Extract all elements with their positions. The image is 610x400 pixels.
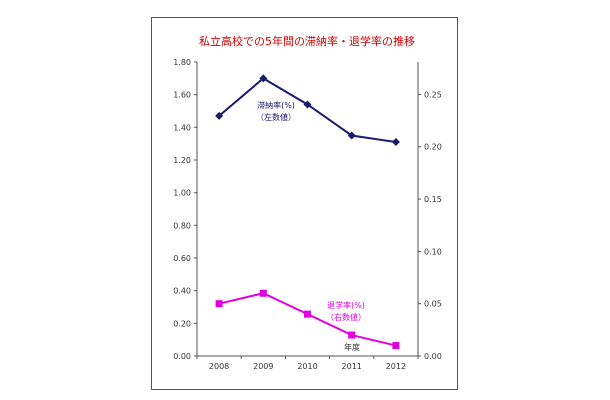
axes: [196, 62, 419, 357]
series-1-point: [259, 74, 268, 83]
series-2-annotation-line2: （右数値）: [326, 312, 366, 322]
series-2-point: [348, 331, 356, 339]
annotations: 滞納率(%) （左数値） 退学率(%) （右数値） 年度: [256, 100, 366, 352]
x-tick-label: 2008: [209, 362, 229, 371]
left-tick-label: 1.20: [173, 156, 191, 165]
series-2-annotation-line1: 退学率(%): [327, 300, 365, 310]
right-y-ticks: 0.00 0.05 0.10 0.15 0.20 0.25: [418, 90, 442, 361]
right-tick-label: 0.15: [424, 195, 442, 204]
left-y-ticks: 0.00 0.20 0.40 0.60 0.80 1.00 1.20 1.40 1.60 1.80: [173, 58, 197, 361]
x-ticks: 2008 2009 2010 2011 2012: [196, 356, 419, 371]
series-layer: [215, 74, 400, 350]
chart-frame: [151, 17, 458, 390]
left-tick-label: 0.00: [173, 352, 191, 361]
series-2-point: [304, 310, 311, 318]
right-tick-label: 0.10: [424, 247, 442, 256]
series-1-line: [218, 77, 397, 144]
series-1-point: [391, 138, 400, 147]
right-tick-label: 0.00: [424, 352, 442, 361]
left-tick-label: 1.80: [173, 58, 191, 67]
series-2-line: [218, 292, 397, 347]
right-tick-label: 0.20: [424, 143, 442, 152]
left-tick-label: 1.40: [173, 123, 191, 132]
series-1-annotation-line1: 滞納率(%): [257, 100, 295, 110]
left-tick-label: 1.00: [173, 189, 191, 198]
x-tick-label: 2010: [297, 362, 317, 371]
series-1-annotation-line2: （左数値）: [256, 112, 296, 122]
right-tick-label: 0.25: [424, 90, 442, 99]
left-tick-label: 0.80: [173, 221, 191, 230]
series-2-point: [259, 289, 267, 297]
chart-title: 私立高校での5年間の滞納率・退学率の推移: [199, 34, 415, 48]
series-1-point: [215, 111, 224, 120]
left-tick-label: 0.40: [173, 287, 191, 296]
x-tick-label: 2011: [342, 362, 362, 371]
series-1-point: [347, 131, 356, 140]
left-tick-label: 0.20: [173, 319, 191, 328]
series-2-point: [392, 342, 400, 350]
x-tick-label: 2012: [386, 362, 406, 371]
left-tick-label: 0.60: [173, 254, 191, 263]
left-tick-label: 1.60: [173, 91, 191, 100]
series-2-point: [215, 300, 223, 308]
right-tick-label: 0.05: [424, 300, 442, 309]
series-1-point: [303, 100, 312, 109]
x-axis-annotation: 年度: [344, 342, 360, 352]
x-tick-label: 2009: [253, 362, 273, 371]
